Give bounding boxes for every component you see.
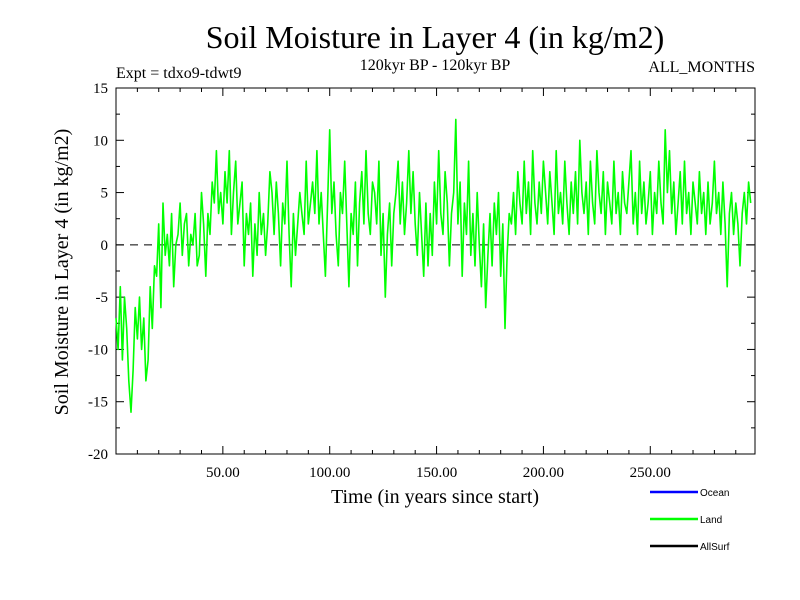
- period-label: 120kyr BP - 120kyr BP: [360, 57, 511, 74]
- legend-label-land: Land: [700, 515, 722, 526]
- x-tick-label: 100.00: [309, 465, 350, 481]
- experiment-label: Expt = tdxo9-tdwt9: [116, 65, 241, 82]
- y-tick-label: -10: [88, 342, 108, 358]
- y-axis-label: Soil Moisture in Layer 4 (in kg/m2): [51, 129, 73, 416]
- y-tick-label: -15: [88, 395, 108, 411]
- x-axis-label: Time (in years since start): [331, 486, 539, 508]
- plot-area: 15 10 5 0 -5 -10 -15 -20 50.00 100.00 150.00 200.00…: [88, 81, 756, 481]
- series-line-land: [115, 118, 752, 414]
- plot-frame: [115, 87, 756, 455]
- legend-label-allsurf: AllSurf: [700, 542, 730, 553]
- legend: Ocean Land AllSurf: [650, 488, 730, 553]
- legend-label-ocean: Ocean: [700, 488, 729, 499]
- y-tick-label: -5: [96, 290, 109, 306]
- y-tick-label: 10: [93, 133, 108, 149]
- x-tick-label: 250.00: [630, 465, 671, 481]
- y-tick-label: 15: [93, 81, 108, 97]
- x-tick-label: 150.00: [416, 465, 457, 481]
- y-tick-label: 5: [101, 186, 109, 202]
- chart-title: Soil Moisture in Layer 4 (in kg/m2): [206, 19, 665, 55]
- x-tick-label: 200.00: [523, 465, 564, 481]
- months-label: ALL_MONTHS: [648, 59, 755, 76]
- y-tick-label: 0: [101, 238, 109, 254]
- x-tick-label: 50.00: [206, 465, 240, 481]
- y-tick-label: -20: [88, 447, 108, 463]
